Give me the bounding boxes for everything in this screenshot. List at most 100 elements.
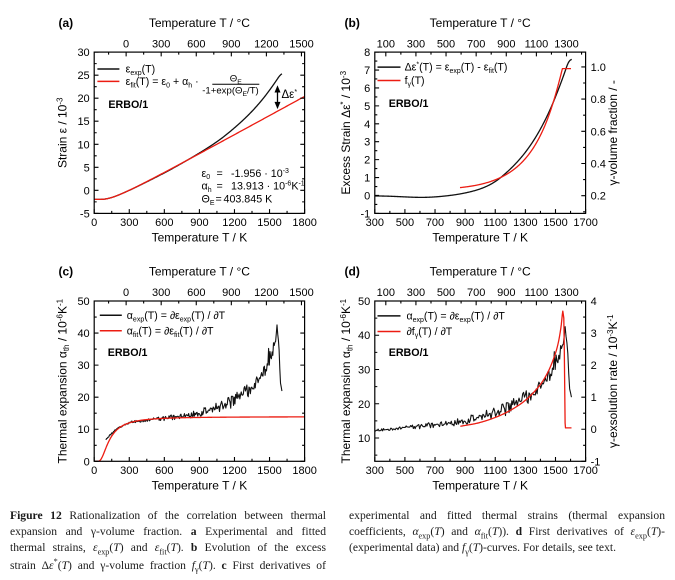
- svg-text:0: 0: [84, 456, 90, 468]
- svg-text:0.4: 0.4: [591, 159, 606, 171]
- svg-text:αh: αh: [202, 180, 212, 193]
- svg-text:500: 500: [396, 217, 414, 229]
- svg-text:1500: 1500: [257, 465, 281, 477]
- svg-text:1100: 1100: [483, 217, 507, 229]
- svg-text:Temperature T / K: Temperature T / K: [432, 478, 528, 492]
- svg-text:Temperature T / °C: Temperature T / °C: [430, 16, 531, 30]
- svg-text:2: 2: [364, 155, 370, 167]
- svg-text:300: 300: [120, 217, 138, 229]
- svg-text:900: 900: [497, 38, 515, 50]
- svg-text:1700: 1700: [573, 465, 597, 477]
- svg-text:0.8: 0.8: [591, 94, 606, 106]
- svg-text:300: 300: [152, 38, 170, 50]
- svg-text:0: 0: [123, 287, 129, 299]
- svg-text:500: 500: [396, 465, 414, 477]
- svg-text:1200: 1200: [222, 217, 246, 229]
- svg-text:900: 900: [222, 38, 240, 50]
- svg-text:1200: 1200: [222, 465, 246, 477]
- svg-text:10: 10: [77, 139, 89, 151]
- svg-text:Temperature T / °C: Temperature T / °C: [149, 16, 250, 30]
- svg-text:1500: 1500: [543, 465, 567, 477]
- svg-text:500: 500: [437, 287, 455, 299]
- svg-text:0: 0: [91, 465, 97, 477]
- svg-text:300: 300: [366, 465, 384, 477]
- svg-text:25: 25: [77, 70, 89, 82]
- svg-text:1100: 1100: [525, 287, 549, 299]
- svg-text:-1: -1: [361, 208, 371, 220]
- svg-text:fγ(T): fγ(T): [405, 75, 425, 88]
- svg-text:1: 1: [591, 392, 597, 404]
- svg-text:ε0: ε0: [202, 168, 211, 181]
- svg-text:1100: 1100: [525, 38, 549, 50]
- svg-text:5: 5: [364, 101, 370, 113]
- svg-text:Strain ε / 10-3: Strain ε / 10-3: [56, 97, 70, 168]
- svg-text:4: 4: [364, 119, 370, 131]
- svg-text:300: 300: [407, 287, 425, 299]
- svg-text:900: 900: [222, 287, 240, 299]
- svg-text:40: 40: [358, 330, 370, 342]
- svg-text:30: 30: [77, 47, 89, 59]
- svg-text:ERBO/1: ERBO/1: [389, 347, 429, 359]
- svg-text:Temperature T / K: Temperature T / K: [432, 230, 528, 244]
- svg-text:900: 900: [456, 465, 474, 477]
- svg-text:ΘE: ΘE: [230, 73, 242, 85]
- svg-text:0.6: 0.6: [591, 126, 606, 138]
- svg-text:3: 3: [364, 137, 370, 149]
- svg-text:900: 900: [456, 217, 474, 229]
- svg-text:1100: 1100: [483, 465, 507, 477]
- svg-text:100: 100: [377, 287, 395, 299]
- svg-text:600: 600: [155, 465, 173, 477]
- svg-text:1300: 1300: [554, 287, 578, 299]
- svg-text:Δε*: Δε*: [282, 87, 298, 101]
- svg-text:900: 900: [190, 465, 208, 477]
- svg-text:Temperature T / K: Temperature T / K: [152, 478, 248, 492]
- svg-text:10: 10: [358, 433, 370, 445]
- svg-text:1500: 1500: [289, 287, 313, 299]
- svg-text:αexp(T) = ∂εexp(T) / ∂T: αexp(T) = ∂εexp(T) / ∂T: [127, 310, 226, 323]
- svg-text:εfit(T) = ε0 + αh ·: εfit(T) = ε0 + αh ·: [126, 76, 199, 89]
- svg-text:1: 1: [364, 173, 370, 185]
- svg-text:8: 8: [364, 47, 370, 59]
- svg-text:ERBO/1: ERBO/1: [389, 98, 429, 110]
- svg-text:Temperature T / °C: Temperature T / °C: [149, 265, 250, 279]
- svg-text:1200: 1200: [254, 38, 278, 50]
- svg-text:300: 300: [366, 217, 384, 229]
- svg-text:(d): (d): [345, 265, 360, 279]
- svg-text:600: 600: [187, 287, 205, 299]
- svg-text:0.2: 0.2: [591, 191, 606, 203]
- svg-text:ΘE: ΘE: [202, 193, 215, 206]
- svg-text:300: 300: [120, 465, 138, 477]
- svg-text:γ-volume fraction / -: γ-volume fraction / -: [606, 80, 620, 185]
- svg-text:1700: 1700: [573, 217, 597, 229]
- svg-text:0: 0: [84, 185, 90, 197]
- svg-text:Thermal expansion αth / 10-6K: Thermal expansion αth / 10-6K-1: [56, 298, 72, 463]
- svg-text:(c): (c): [59, 265, 74, 279]
- svg-text:1200: 1200: [254, 287, 278, 299]
- svg-text:1800: 1800: [292, 217, 316, 229]
- svg-text:2: 2: [591, 360, 597, 372]
- svg-text:ERBO/1: ERBO/1: [108, 347, 148, 359]
- svg-text:1300: 1300: [513, 217, 537, 229]
- svg-text:50: 50: [358, 296, 370, 308]
- svg-text:=: =: [217, 168, 223, 180]
- svg-text:Δε*(T) = εexp(T) - εfit(T): Δε*(T) = εexp(T) - εfit(T): [405, 62, 508, 75]
- svg-text:=: =: [217, 180, 223, 192]
- svg-text:Excess Strain Δε* / 10-3: Excess Strain Δε* / 10-3: [339, 70, 353, 194]
- svg-text:Temperature T / K: Temperature T / K: [152, 230, 248, 244]
- svg-text:900: 900: [497, 287, 515, 299]
- svg-text:1800: 1800: [292, 465, 316, 477]
- svg-text:=: =: [216, 193, 222, 205]
- svg-text:1300: 1300: [513, 465, 537, 477]
- svg-text:Thermal expansion αth / 10-6K: Thermal expansion αth / 10-6K-1: [339, 298, 355, 463]
- svg-text:∂fγ(T) / ∂T: ∂fγ(T) / ∂T: [407, 326, 453, 339]
- svg-text:900: 900: [190, 217, 208, 229]
- svg-text:50: 50: [77, 296, 89, 308]
- svg-text:5: 5: [84, 162, 90, 174]
- svg-text:500: 500: [437, 38, 455, 50]
- svg-text:403.845 K: 403.845 K: [224, 193, 274, 205]
- svg-text:-5: -5: [80, 208, 90, 220]
- svg-text:700: 700: [426, 217, 444, 229]
- svg-text:4: 4: [591, 296, 597, 308]
- svg-text:20: 20: [77, 392, 89, 404]
- svg-text:3: 3: [591, 328, 597, 340]
